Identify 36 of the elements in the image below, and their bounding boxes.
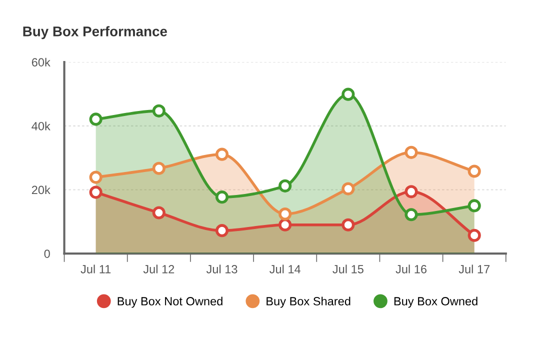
x-tick-label: Jul 15 <box>332 264 364 274</box>
y-tick-label: 60k <box>32 58 50 66</box>
point <box>215 190 229 204</box>
y-tick-label: 20k <box>32 185 50 194</box>
x-tick-label: Jul 14 <box>270 264 300 274</box>
point <box>278 179 292 192</box>
point <box>468 164 481 178</box>
point <box>89 170 102 184</box>
point <box>404 185 418 198</box>
y-tick-label: 0 <box>44 250 50 258</box>
x-tick-label: Jul 17 <box>458 264 490 274</box>
x-tick-label: Jul 12 <box>143 264 174 274</box>
point <box>468 228 481 242</box>
point <box>342 182 355 196</box>
x-tick-label: Jul 13 <box>206 264 238 274</box>
point <box>342 218 355 232</box>
point <box>278 207 292 221</box>
point <box>278 218 292 232</box>
legend-label: Buy Box Owned <box>394 296 478 308</box>
point <box>152 104 166 118</box>
point <box>152 206 166 220</box>
point <box>215 224 229 238</box>
point <box>404 208 418 222</box>
point <box>89 186 102 199</box>
point <box>468 199 481 212</box>
x-tick-label: Jul 16 <box>396 264 426 274</box>
legend-label: Buy Box Not Owned <box>118 296 222 308</box>
point <box>342 88 355 101</box>
x-tick-label: Jul 11 <box>80 264 111 274</box>
legend-label: Buy Box Shared <box>266 296 350 308</box>
point <box>215 148 229 161</box>
point <box>404 146 418 159</box>
point <box>89 112 102 126</box>
chart-title: Buy Box Performance <box>23 26 167 40</box>
y-tick-label: 40k <box>32 122 50 130</box>
point <box>152 162 166 175</box>
